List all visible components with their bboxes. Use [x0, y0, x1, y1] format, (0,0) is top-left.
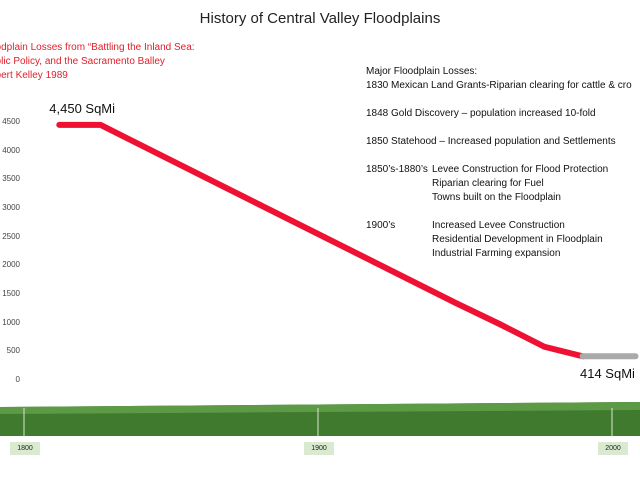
y-tick-label: 3500 — [2, 174, 20, 184]
y-tick-label: 2000 — [2, 260, 20, 270]
event-line: 1830 Mexican Land Grants-Riparian cleari… — [366, 80, 632, 91]
event-period: 1900’s — [366, 220, 396, 231]
value-annotation: 4,450 SqMi — [49, 100, 116, 116]
chart-title: History of Central Valley Floodplains — [199, 10, 441, 27]
event-item: 1900’s Increased Levee Construction Resid… — [366, 219, 632, 261]
y-tick-label: 2500 — [2, 231, 20, 241]
event-period: 1850’s-1880’s — [366, 164, 428, 175]
event-line: Towns built on the Floodplain — [432, 192, 561, 203]
x-tick-label: 1900 — [304, 442, 334, 455]
y-tick-label: 500 — [6, 346, 20, 356]
events-header: Major Floodplain Losses: — [366, 66, 478, 77]
event-line: Industrial Farming expansion — [432, 248, 561, 259]
ground-band-top — [0, 402, 640, 414]
series-line — [56, 121, 586, 360]
source-note: oodplain Losses from “Battling the Inlan… — [0, 41, 195, 83]
x-tick-label: 1800 — [10, 442, 40, 455]
event-item: 1850’s-1880’s Levee Construction for Floo… — [366, 163, 632, 205]
event-line: Riparian clearing for Fuel — [432, 178, 544, 189]
y-tick-label: 1500 — [2, 289, 20, 298]
y-tick-label: 4000 — [2, 145, 20, 155]
source-line: ublic Policy, and the Sacramento Balley — [0, 56, 165, 67]
event-line: 1848 Gold Discovery – population increas… — [366, 108, 596, 119]
event-line: Levee Construction for Flood Protection — [432, 164, 609, 175]
y-tick-label: 0 — [15, 375, 20, 384]
event-item: 1850 Statehood – Increased population an… — [366, 135, 632, 149]
y-tick-label: 1000 — [2, 317, 20, 327]
event-line: 1850 Statehood – Increased population an… — [366, 136, 616, 147]
value-annotation: 414 SqMi — [580, 366, 635, 382]
source-line: oodplain Losses from “Battling the Inlan… — [0, 42, 195, 53]
event-item: 1848 Gold Discovery – population increas… — [366, 107, 632, 121]
series-layer — [56, 121, 639, 360]
x-tick-label: 2000 — [598, 442, 628, 455]
events-list: Major Floodplain Losses: 1830 Mexican La… — [366, 65, 632, 261]
y-tick-label: 3000 — [2, 203, 20, 212]
timeline-ground — [0, 402, 640, 436]
y-tick-label: 4500 — [2, 117, 20, 126]
event-line: Increased Levee Construction — [432, 220, 565, 231]
event-line: Residential Development in Floodplain — [432, 234, 603, 245]
source-line: obert Kelley 1989 — [0, 70, 68, 81]
event-item: 1830 Mexican Land Grants-Riparian cleari… — [366, 79, 632, 93]
